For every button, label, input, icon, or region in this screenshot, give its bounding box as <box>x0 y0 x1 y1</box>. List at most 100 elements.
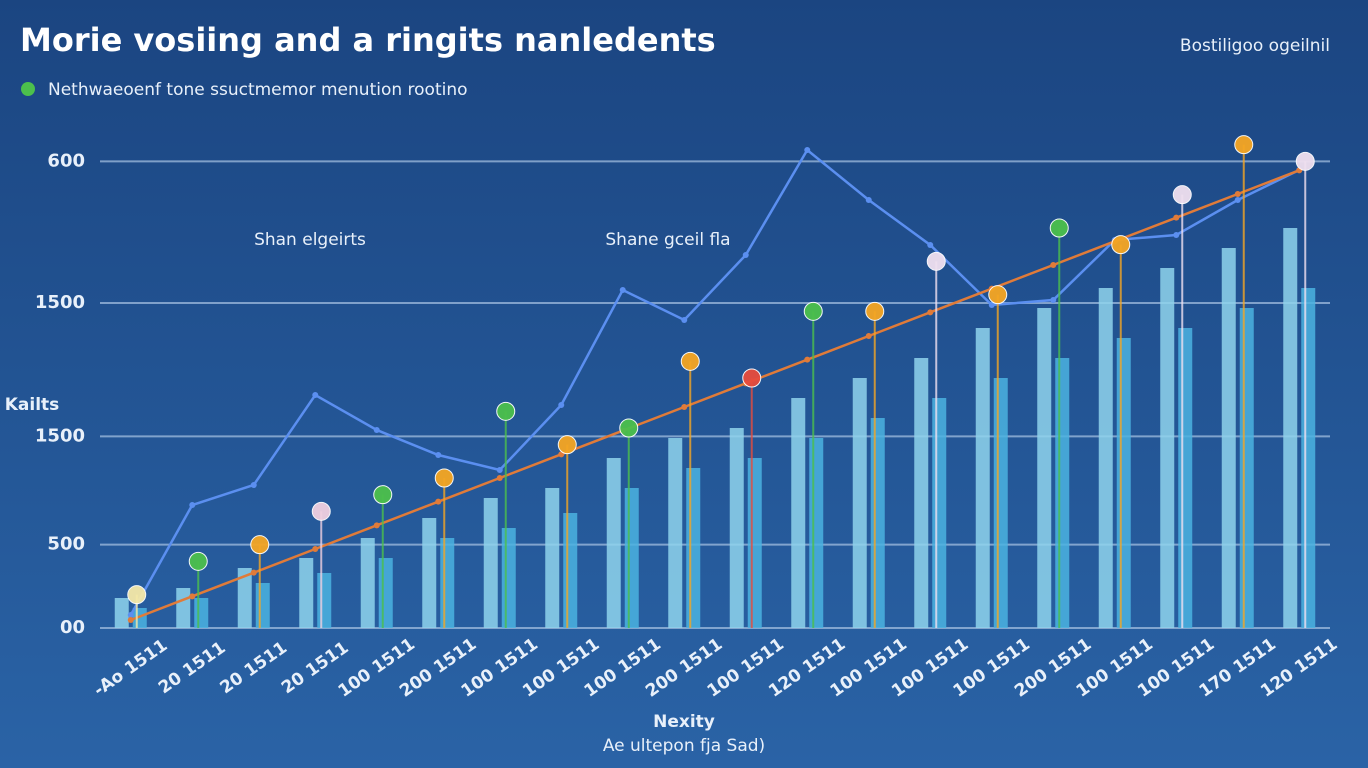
bar <box>1221 248 1236 628</box>
line-point <box>619 287 626 293</box>
line-point <box>1234 191 1241 197</box>
line-point <box>312 392 319 398</box>
y-tick-label: 1500 <box>35 425 85 446</box>
line-point <box>681 404 688 410</box>
dot <box>1295 151 1315 171</box>
x-axis-label: Nexity <box>653 712 715 732</box>
bar <box>791 398 806 628</box>
line-point <box>1234 197 1241 203</box>
dot <box>742 368 762 388</box>
bar <box>237 568 252 628</box>
line-point <box>496 475 503 481</box>
bar <box>809 438 824 628</box>
line-point <box>312 546 319 552</box>
bar <box>1178 328 1193 628</box>
line-point <box>250 482 257 488</box>
bar <box>870 418 885 628</box>
line-point <box>988 302 995 308</box>
bar <box>729 428 744 628</box>
bar <box>194 598 209 628</box>
y-tick-label: 600 <box>47 150 85 171</box>
dot <box>127 585 147 605</box>
dot <box>188 551 208 571</box>
bar <box>932 398 947 628</box>
dot <box>434 468 454 488</box>
bar <box>1098 288 1113 628</box>
line-point <box>435 452 442 458</box>
dot <box>680 351 700 371</box>
bar <box>1116 338 1131 628</box>
dot <box>1111 235 1131 255</box>
bar <box>176 588 191 628</box>
bar <box>606 458 621 628</box>
bar <box>483 498 498 628</box>
bar <box>747 458 762 628</box>
dot <box>988 285 1008 305</box>
line-point <box>1050 297 1057 303</box>
bar <box>255 583 270 628</box>
legend-label: Nethwaeoenf tone ssuctmemor menution roo… <box>48 80 468 100</box>
annotation: Shane gceil fla <box>605 230 730 250</box>
line-point <box>1173 214 1180 221</box>
line <box>130 169 1300 622</box>
line-point <box>804 147 811 153</box>
line-point <box>127 612 134 618</box>
x-axis-sublabel: Ae ultepon fja Sad) <box>603 736 765 756</box>
bar <box>545 488 560 628</box>
bar <box>422 518 437 628</box>
line-point <box>865 197 872 203</box>
dot <box>803 301 823 321</box>
bar <box>668 438 683 628</box>
y-tick-label: 00 <box>60 617 85 638</box>
top-note: Bostiligoo ogeilnil <box>1180 36 1330 56</box>
bar <box>1055 358 1070 628</box>
dot <box>865 301 885 321</box>
line-point <box>373 522 380 529</box>
dot <box>311 501 331 521</box>
bar <box>686 468 701 628</box>
chart-title: Morie vosiing and a ringits nanledents <box>20 21 716 59</box>
line-point <box>435 498 442 505</box>
dot <box>557 435 577 455</box>
line-point <box>189 593 196 600</box>
bar <box>624 488 639 628</box>
line-point <box>189 502 196 508</box>
bar <box>1301 288 1316 628</box>
annotation: Shan elgeirts <box>254 230 366 250</box>
line-point <box>250 569 257 576</box>
dot <box>1234 135 1254 155</box>
y-axis-label: Kailts <box>5 395 60 415</box>
bar <box>993 378 1008 628</box>
bar <box>114 598 129 628</box>
line-point <box>742 252 749 258</box>
bar <box>563 513 578 628</box>
bar <box>299 558 314 628</box>
legend-swatch <box>21 82 35 96</box>
line-point <box>373 427 380 433</box>
bar <box>1239 308 1254 628</box>
dot <box>373 485 393 505</box>
y-tick-label: 500 <box>47 534 85 555</box>
line-point <box>927 309 934 316</box>
dot <box>1049 218 1069 238</box>
bar <box>440 538 455 628</box>
line-point <box>496 467 503 473</box>
bar <box>975 328 990 628</box>
line-point <box>865 333 872 339</box>
bar <box>501 528 516 628</box>
line <box>129 148 1300 616</box>
bar <box>360 538 375 628</box>
line-point <box>927 242 934 248</box>
bar <box>1037 308 1052 628</box>
dot <box>250 535 270 555</box>
bar <box>378 558 393 628</box>
bar <box>317 573 332 628</box>
bar <box>914 358 929 628</box>
bar <box>852 378 867 628</box>
line-point <box>127 617 134 623</box>
bar <box>1160 268 1175 628</box>
y-tick-label: 1500 <box>35 292 85 313</box>
